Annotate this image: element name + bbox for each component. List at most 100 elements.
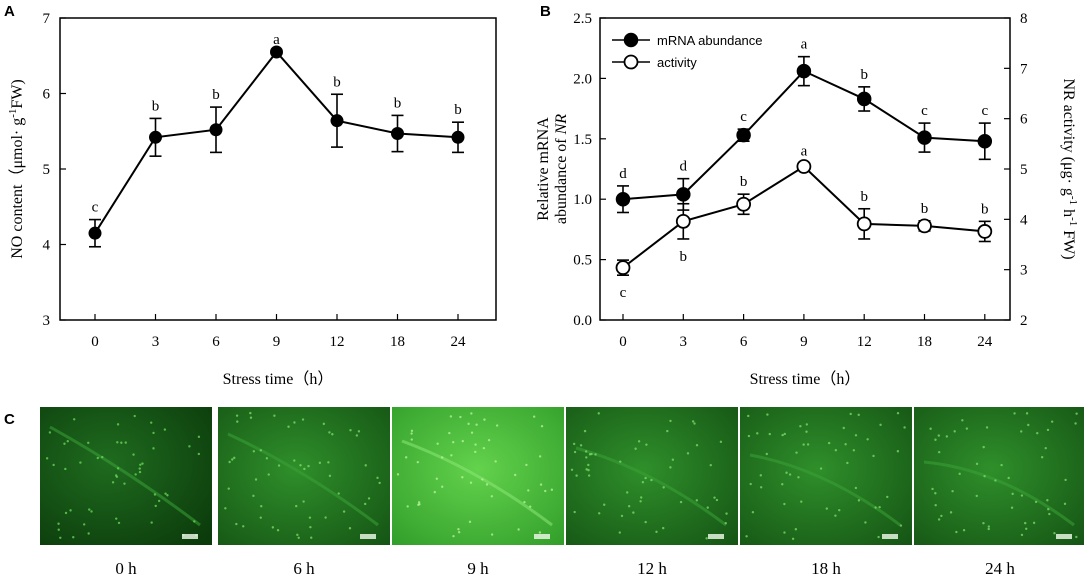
- micrograph-stoma: [597, 412, 600, 415]
- micrograph-stoma: [475, 423, 478, 426]
- micrograph-vein: [575, 446, 727, 527]
- micrograph-stoma: [363, 502, 367, 506]
- micrograph-stoma: [152, 431, 155, 435]
- micrograph-stoma: [309, 525, 312, 529]
- micrograph-stoma: [82, 523, 86, 526]
- micrograph-stoma: [1007, 476, 1010, 480]
- micrograph-stoma: [348, 527, 352, 530]
- micrograph-stoma: [287, 425, 290, 428]
- micrograph-stoma: [260, 505, 263, 508]
- micrograph-stoma: [293, 421, 296, 424]
- chart-b-point-activity: [736, 196, 751, 212]
- legend-label-activity: activity: [657, 55, 697, 70]
- micrograph-stoma: [785, 471, 788, 474]
- micrograph-stoma: [452, 441, 455, 444]
- micrograph-stoma: [120, 441, 123, 444]
- micrograph-stoma: [457, 530, 461, 534]
- micrograph-stoma: [794, 528, 798, 531]
- chart-b-point-activity: [615, 260, 631, 276]
- legend-marker-activity: [623, 54, 639, 70]
- micrograph-stoma: [965, 427, 969, 430]
- micrograph-stoma: [632, 511, 635, 514]
- micrograph-stoma: [367, 497, 371, 500]
- micrograph-stoma: [819, 467, 823, 470]
- chart-b-xtick-label: 9: [800, 334, 808, 350]
- micrograph-stoma: [276, 529, 280, 532]
- micrograph-stoma: [854, 486, 858, 490]
- chart-b-ytick-right-label: 8: [1020, 11, 1028, 27]
- chart-b-xlabel: Stress time（h）: [750, 370, 861, 388]
- micrograph-label: 24 h: [985, 559, 1015, 578]
- micrograph-stoma: [318, 461, 322, 465]
- micrograph-stoma: [157, 499, 161, 503]
- micrograph-stoma: [846, 461, 849, 465]
- micrograph-stoma: [410, 438, 413, 441]
- chart-a-xtick-label: 9: [273, 334, 281, 350]
- micrograph-stoma: [327, 461, 330, 464]
- micrograph-stoma: [116, 423, 120, 426]
- micrograph-stoma: [987, 525, 991, 528]
- micrograph-stoma: [265, 457, 269, 460]
- micrograph-stoma: [864, 521, 867, 524]
- chart-b-sig-label-activity: c: [620, 285, 627, 301]
- micrograph-label: 9 h: [467, 559, 489, 578]
- micrograph-stoma: [538, 455, 542, 458]
- micrograph-stoma: [440, 456, 444, 459]
- chart-a-ytick-label: 4: [43, 238, 51, 254]
- micrograph-stoma: [197, 452, 201, 456]
- micrograph-stoma: [713, 496, 716, 499]
- panel-label-b: B: [540, 3, 551, 20]
- micrograph-stoma: [527, 489, 530, 492]
- micrograph-stoma: [193, 520, 196, 523]
- micrograph-stoma: [52, 463, 55, 467]
- micrograph-stoma: [584, 450, 588, 453]
- micrograph-stoma: [410, 429, 414, 433]
- micrograph-stoma: [955, 530, 958, 534]
- micrograph-1: [218, 407, 390, 545]
- micrograph-stoma: [799, 425, 802, 428]
- micrograph-stoma: [115, 517, 118, 520]
- chart-b-sig-label-activity: b: [680, 249, 688, 265]
- micrograph-stoma: [254, 478, 258, 481]
- micrograph-stoma: [249, 416, 253, 419]
- micrograph-stoma: [249, 411, 252, 415]
- micrograph-stoma: [879, 423, 882, 427]
- micrograph-stoma: [903, 426, 906, 429]
- micrograph-stoma: [252, 494, 255, 498]
- chart-b-point-mrna: [676, 187, 691, 202]
- micrograph-stoma: [896, 412, 900, 415]
- micrograph-stoma: [1025, 412, 1029, 415]
- chart-b-ylabel-right-sup1: -1: [1067, 196, 1079, 205]
- micrograph-stoma: [90, 510, 93, 513]
- micrograph-stoma: [242, 525, 245, 528]
- micrograph-stoma: [299, 464, 302, 467]
- scale-bar: [1056, 534, 1072, 539]
- chart-a-ytick-label: 5: [43, 162, 51, 178]
- chart-a-series-line: [94, 50, 459, 234]
- chart-b-ytick-right-label: 4: [1020, 212, 1028, 228]
- micrograph-stoma: [874, 506, 877, 509]
- micrograph-stoma: [994, 479, 997, 482]
- micrograph-stoma: [896, 450, 900, 453]
- micrograph-stoma: [152, 447, 155, 450]
- micrograph-stoma: [235, 414, 239, 417]
- micrograph-stoma: [133, 414, 136, 418]
- micrograph-stoma: [116, 441, 119, 444]
- chart-b-ylabel-left-italic: NR: [553, 114, 570, 136]
- micrograph-stoma: [538, 531, 542, 534]
- micrograph-stoma: [825, 507, 829, 510]
- micrograph-stoma: [117, 521, 121, 525]
- micrograph-stoma: [1075, 535, 1078, 539]
- micrograph-stoma: [573, 450, 577, 454]
- micrograph-stoma: [295, 504, 298, 508]
- micrograph-stoma: [101, 455, 104, 459]
- micrograph-stoma: [132, 453, 135, 456]
- micrograph-stoma: [852, 449, 856, 452]
- chart-a-sig-label: b: [394, 95, 402, 111]
- micrograph-stoma: [788, 473, 792, 476]
- chart-b-sig-label-mrna: c: [740, 109, 747, 125]
- micrograph-stoma: [579, 444, 583, 447]
- micrograph-stoma: [619, 460, 622, 463]
- micrograph-stoma: [57, 528, 60, 531]
